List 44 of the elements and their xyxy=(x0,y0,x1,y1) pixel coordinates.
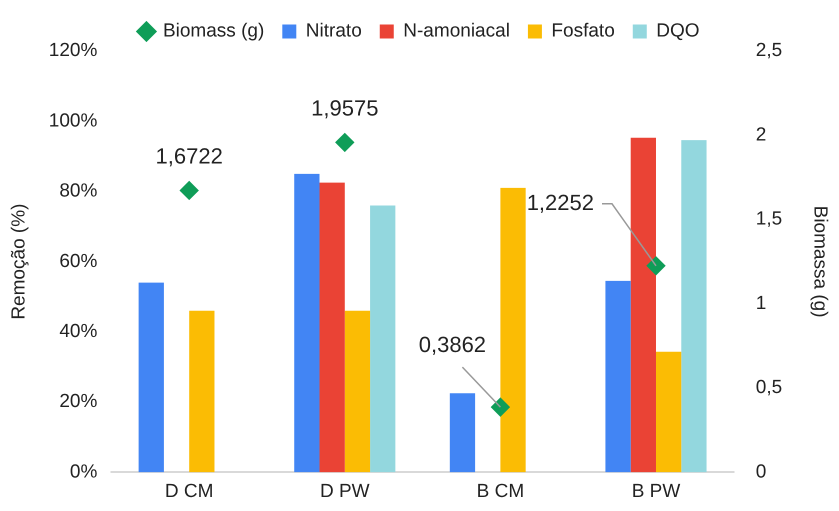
bar xyxy=(344,310,370,472)
y2-tick-label: 1 xyxy=(756,292,766,314)
legend-label: Fosfato xyxy=(551,20,615,42)
bar xyxy=(500,188,526,472)
bar xyxy=(370,205,396,472)
data-label: 1,6722 xyxy=(156,144,223,169)
x-tick-label: D PW xyxy=(320,480,370,502)
bar xyxy=(450,393,476,472)
y-tick-label: 80% xyxy=(59,180,98,202)
y-tick-label: 40% xyxy=(59,321,98,342)
data-label: 0,3862 xyxy=(418,332,486,358)
legend-label: Biomass (g) xyxy=(162,20,264,42)
legend-label: Nitrato xyxy=(306,20,362,42)
bar xyxy=(189,310,214,472)
y2-tick-label: 1,5 xyxy=(756,208,782,230)
point xyxy=(335,132,354,152)
y-tick-label: 20% xyxy=(59,391,98,412)
bar xyxy=(605,280,631,472)
x-tick-label: D CM xyxy=(164,480,214,502)
bar xyxy=(656,352,682,472)
bar xyxy=(294,174,320,472)
y-tick-label: 120% xyxy=(48,40,98,62)
y-tick-label: 0% xyxy=(70,461,98,482)
y2-tick-label: 0 xyxy=(756,461,766,482)
point xyxy=(180,180,199,200)
y2-axis-title: Biomassa (g) xyxy=(809,206,830,318)
bar xyxy=(681,140,707,472)
bar xyxy=(138,282,164,472)
bar xyxy=(320,182,345,472)
y2-tick-label: 0,5 xyxy=(756,377,782,398)
bar xyxy=(630,138,656,472)
y2-tick-label: 2,5 xyxy=(756,40,782,62)
y2-tick-label: 2 xyxy=(756,124,766,146)
point xyxy=(646,256,666,276)
legend-label: N-amoniacal xyxy=(403,20,510,42)
x-tick-label: B CM xyxy=(476,480,524,502)
y-tick-label: 100% xyxy=(48,110,98,132)
y-axis-title: Remoção (%) xyxy=(8,204,30,320)
point xyxy=(490,398,510,417)
data-label: 1,2252 xyxy=(526,190,594,215)
data-label: 1,9575 xyxy=(311,95,378,120)
y-tick-label: 60% xyxy=(59,250,98,272)
legend-label: DQO xyxy=(656,20,700,42)
x-tick-label: B PW xyxy=(632,480,680,502)
